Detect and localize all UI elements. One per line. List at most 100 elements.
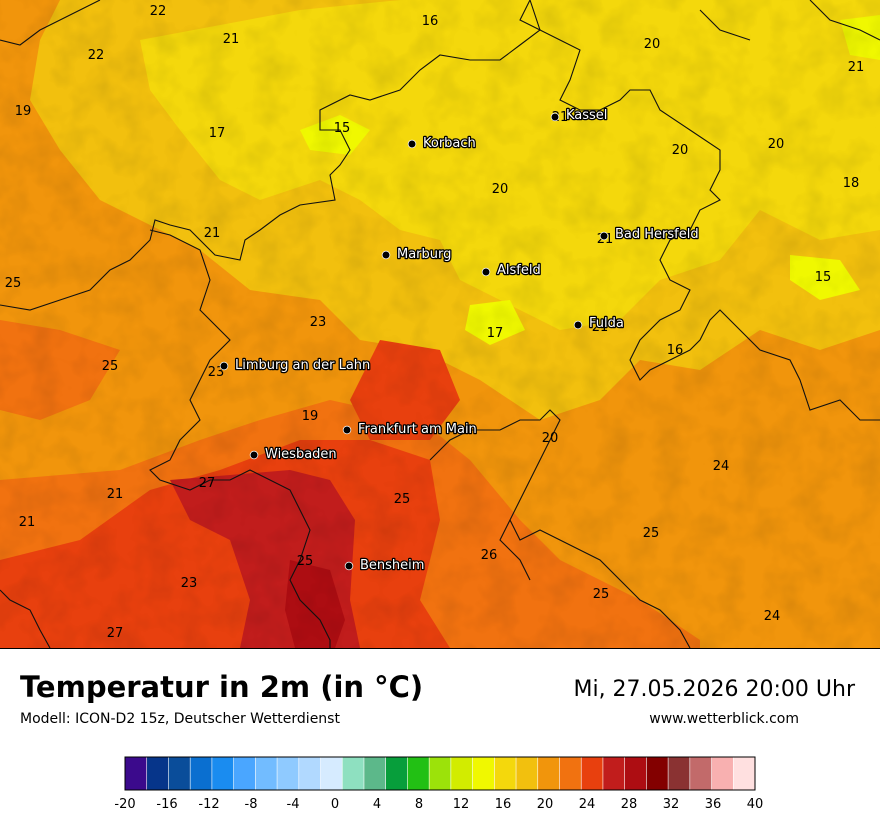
temp-label: 19: [302, 409, 319, 424]
model-source: Modell: ICON-D2 15z, Deutscher Wetterdie…: [20, 711, 340, 727]
temp-label: 21: [107, 487, 124, 502]
city-bad-hersfeld[interactable]: Bad Hersfeld: [599, 226, 700, 243]
legend-tick-label: -4: [287, 797, 300, 812]
temp-label: 20: [492, 182, 509, 197]
temp-label: 15: [815, 270, 832, 285]
temp-label: 25: [394, 492, 411, 507]
temp-label: 20: [644, 37, 661, 52]
legend-swatch: [298, 757, 321, 790]
city-label: Korbach: [423, 136, 476, 151]
city-label: Alsfeld: [497, 263, 541, 278]
city-label: Marburg: [397, 247, 451, 262]
legend-swatch: [581, 757, 604, 790]
temp-label: 17: [209, 126, 226, 141]
temp-label: 25: [297, 554, 314, 569]
legend-swatch: [733, 757, 756, 790]
temp-label: 21: [848, 60, 865, 75]
temp-label: 24: [713, 459, 730, 474]
temp-label: 18: [843, 176, 860, 191]
legend-swatch: [494, 757, 517, 790]
city-markers: Kassel Korbach Bad Hersfeld Marburg Alsf…: [219, 107, 700, 574]
legend-swatch: [689, 757, 712, 790]
legend-tick-label: 40: [747, 797, 764, 812]
temp-label: 20: [768, 137, 785, 152]
legend-swatch: [146, 757, 169, 790]
city-wiesbaden[interactable]: Wiesbaden: [249, 446, 338, 463]
city-label: Fulda: [589, 316, 624, 331]
temp-label: 25: [643, 526, 660, 541]
city-label: Bad Hersfeld: [615, 227, 699, 242]
city-kassel[interactable]: Kassel: [550, 107, 609, 124]
temp-label: 21: [223, 32, 240, 47]
temp-label: 25: [5, 276, 22, 291]
legend-swatch: [472, 757, 495, 790]
legend-color-bars: [125, 757, 756, 790]
temp-label: 21: [592, 320, 609, 335]
city-label: Wiesbaden: [265, 447, 337, 462]
city-label: Kassel: [566, 108, 607, 123]
legend-tick-label: 12: [453, 797, 470, 812]
legend-swatch: [711, 757, 734, 790]
legend-swatch: [385, 757, 408, 790]
temp-field-texture: [0, 0, 880, 648]
legend-swatch: [363, 757, 387, 790]
legend-swatch: [211, 757, 235, 790]
color-legend: -20 -16 -12 -8 -4 0 4 8 12 16 20 24 28 32 36 40: [114, 756, 763, 812]
city-label: Bensheim: [360, 558, 424, 573]
legend-swatch: [342, 757, 365, 790]
temp-label: 20: [542, 431, 559, 446]
city-korbach[interactable]: Korbach: [407, 135, 477, 152]
city-fulda[interactable]: Fulda: [573, 315, 625, 332]
temperature-map: 22 16 21 20 22 21 19 17 15 21 20 20 18 2…: [0, 0, 880, 649]
legend-swatch: [277, 757, 300, 790]
legend-tick-label: -20: [114, 797, 135, 812]
city-limburg[interactable]: Limburg an der Lahn: [219, 357, 372, 374]
legend-tick-label: 20: [537, 797, 554, 812]
legend-tick-label: 0: [331, 797, 339, 812]
temp-label: 23: [208, 365, 225, 380]
legend-tick-label: 32: [663, 797, 680, 812]
legend-swatch: [537, 757, 560, 790]
legend-tick-label: -8: [245, 797, 258, 812]
borders: [0, 0, 880, 648]
temp-label: 24: [764, 609, 781, 624]
city-alsfeld[interactable]: Alsfeld: [481, 262, 542, 279]
legend-swatch: [450, 757, 473, 790]
legend-swatch: [168, 757, 191, 790]
legend-tick-label: 28: [621, 797, 638, 812]
legend-tick-label: 36: [705, 797, 722, 812]
legend-swatch: [125, 757, 148, 790]
city-label: Frankfurt am Main: [358, 422, 477, 437]
city-bensheim[interactable]: Bensheim: [344, 557, 426, 574]
legend-ticks: -20 -16 -12 -8 -4 0 4 8 12 16 20 24 28 32 36 40: [114, 797, 763, 812]
temperature-labels: 22 16 21 20 22 21 19 17 15 21 20 20 18 2…: [5, 4, 865, 641]
temp-label: 23: [181, 576, 198, 591]
legend-swatch: [624, 757, 647, 790]
temp-label: 20: [672, 143, 689, 158]
legend-swatch: [255, 757, 278, 790]
legend-swatch: [407, 757, 430, 790]
temp-label: 22: [150, 4, 167, 19]
temp-label: 19: [15, 104, 32, 119]
legend-swatch: [646, 757, 669, 790]
city-marburg[interactable]: Marburg: [381, 246, 453, 263]
temp-label: 25: [102, 359, 119, 374]
temp-label: 21: [204, 226, 221, 241]
legend-tick-label: 8: [415, 797, 423, 812]
legend-tick-label: 24: [579, 797, 596, 812]
temp-label: 27: [199, 476, 216, 491]
website-link[interactable]: www.wetterblick.com: [649, 711, 799, 727]
legend-swatch: [320, 757, 343, 790]
city-frankfurt[interactable]: Frankfurt am Main: [342, 421, 478, 438]
city-label: Limburg an der Lahn: [235, 358, 370, 373]
temp-label: 23: [310, 315, 327, 330]
map-title: Temperatur in 2m (in °C): [20, 670, 424, 704]
legend-swatch: [233, 757, 256, 790]
temp-label: 27: [107, 626, 124, 641]
temp-label: 16: [422, 14, 439, 29]
legend-swatch: [190, 757, 213, 790]
legend-swatch: [668, 757, 691, 790]
temp-label: 17: [487, 326, 504, 341]
legend-tick-label: -16: [156, 797, 177, 812]
legend-tick-label: 4: [373, 797, 381, 812]
